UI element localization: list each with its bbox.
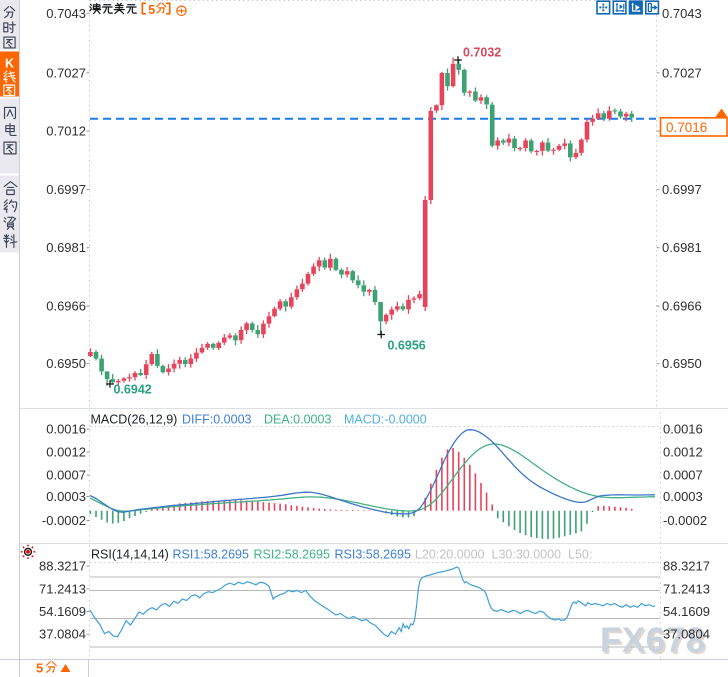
svg-text:MACD:-0.0000: MACD:-0.0000 bbox=[344, 413, 427, 427]
svg-text:RSI(14,14,14): RSI(14,14,14) bbox=[91, 548, 169, 562]
svg-text:L30:30.0000: L30:30.0000 bbox=[492, 548, 562, 562]
svg-text:K: K bbox=[5, 57, 14, 71]
svg-text:0.7027: 0.7027 bbox=[662, 65, 702, 80]
svg-text:0.6966: 0.6966 bbox=[662, 299, 702, 314]
svg-text:0.6950: 0.6950 bbox=[662, 356, 702, 371]
svg-text:37.0804: 37.0804 bbox=[39, 627, 86, 642]
svg-text:88.3217: 88.3217 bbox=[663, 559, 710, 574]
svg-text:0.7016: 0.7016 bbox=[666, 120, 707, 135]
svg-text:0.6981: 0.6981 bbox=[46, 240, 86, 255]
svg-text:-0.0002: -0.0002 bbox=[42, 513, 86, 528]
svg-text:5: 5 bbox=[148, 3, 155, 17]
svg-text:0.6966: 0.6966 bbox=[46, 299, 86, 314]
svg-text:88.3217: 88.3217 bbox=[39, 559, 86, 574]
svg-text:54.1609: 54.1609 bbox=[39, 604, 86, 619]
svg-text:FX678: FX678 bbox=[602, 623, 708, 662]
svg-text:0.6981: 0.6981 bbox=[662, 240, 702, 255]
svg-text:RSI3:58.2695: RSI3:58.2695 bbox=[335, 548, 411, 562]
svg-text:0.0007: 0.0007 bbox=[46, 468, 86, 483]
svg-text:0.0012: 0.0012 bbox=[46, 445, 86, 460]
svg-text:MACD(26,12,9): MACD(26,12,9) bbox=[91, 413, 178, 427]
svg-text:0.7043: 0.7043 bbox=[46, 6, 86, 21]
svg-text:-0.0002: -0.0002 bbox=[663, 513, 707, 528]
svg-text:0.0016: 0.0016 bbox=[663, 422, 703, 437]
svg-text:0.0012: 0.0012 bbox=[663, 445, 703, 460]
svg-text:37.0804: 37.0804 bbox=[663, 627, 710, 642]
svg-text:0.7032: 0.7032 bbox=[463, 46, 501, 60]
svg-text:0.6950: 0.6950 bbox=[46, 356, 86, 371]
svg-text:FX678: FX678 bbox=[600, 621, 706, 660]
svg-text:DIFF:0.0003: DIFF:0.0003 bbox=[182, 413, 252, 427]
svg-text:0.0007: 0.0007 bbox=[663, 468, 703, 483]
svg-text:0.7012: 0.7012 bbox=[46, 124, 86, 139]
svg-text:RSI2:58.2695: RSI2:58.2695 bbox=[254, 548, 330, 562]
svg-text:0.6956: 0.6956 bbox=[388, 339, 426, 353]
svg-text:DEA:0.0003: DEA:0.0003 bbox=[264, 413, 331, 427]
svg-text:RSI1:58.2695: RSI1:58.2695 bbox=[173, 548, 249, 562]
svg-text:0.0003: 0.0003 bbox=[663, 489, 703, 504]
svg-text:5: 5 bbox=[36, 661, 43, 676]
svg-text:71.2413: 71.2413 bbox=[663, 581, 710, 596]
svg-text:0.0016: 0.0016 bbox=[46, 422, 86, 437]
svg-text:0.6997: 0.6997 bbox=[662, 182, 702, 197]
svg-text:0.7027: 0.7027 bbox=[46, 65, 86, 80]
svg-text:L50:: L50: bbox=[568, 548, 592, 562]
svg-text:0.0003: 0.0003 bbox=[46, 489, 86, 504]
svg-text:0.6942: 0.6942 bbox=[114, 383, 152, 397]
svg-text:0.7043: 0.7043 bbox=[662, 6, 702, 21]
svg-text:L20:20.0000: L20:20.0000 bbox=[415, 548, 485, 562]
svg-text:54.1609: 54.1609 bbox=[663, 604, 710, 619]
svg-text:0.6997: 0.6997 bbox=[46, 182, 86, 197]
svg-text:71.2413: 71.2413 bbox=[39, 581, 86, 596]
